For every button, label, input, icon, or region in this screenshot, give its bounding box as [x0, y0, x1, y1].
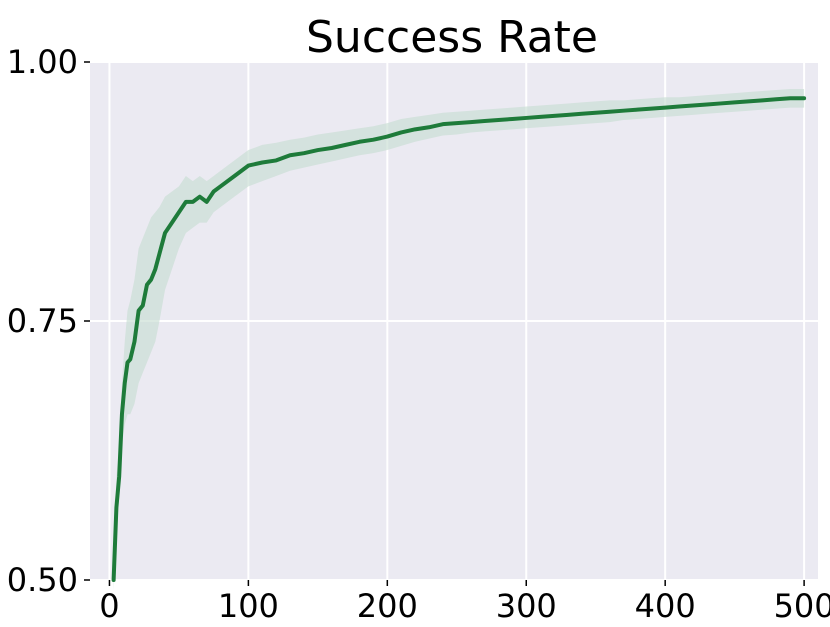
y-tick-label: 1.00 [7, 43, 78, 81]
x-tick-label: 300 [496, 587, 557, 623]
chart-title: Success Rate [306, 12, 598, 63]
y-tick-label: 0.50 [7, 561, 78, 599]
x-tick-label: 500 [774, 587, 830, 623]
axis-ticks [84, 61, 805, 586]
success-rate-line [111, 96, 807, 582]
x-tick-label: 200 [357, 587, 418, 623]
y-tick-label: 0.75 [7, 302, 78, 340]
x-tick-label: 400 [635, 587, 696, 623]
x-tick-label: 0 [99, 587, 119, 623]
x-tick-label: 100 [218, 587, 279, 623]
series-line-layer [111, 96, 807, 582]
tick-labels: 0 100 200 300 400 500 0.50 0.75 1.00 [7, 43, 830, 625]
